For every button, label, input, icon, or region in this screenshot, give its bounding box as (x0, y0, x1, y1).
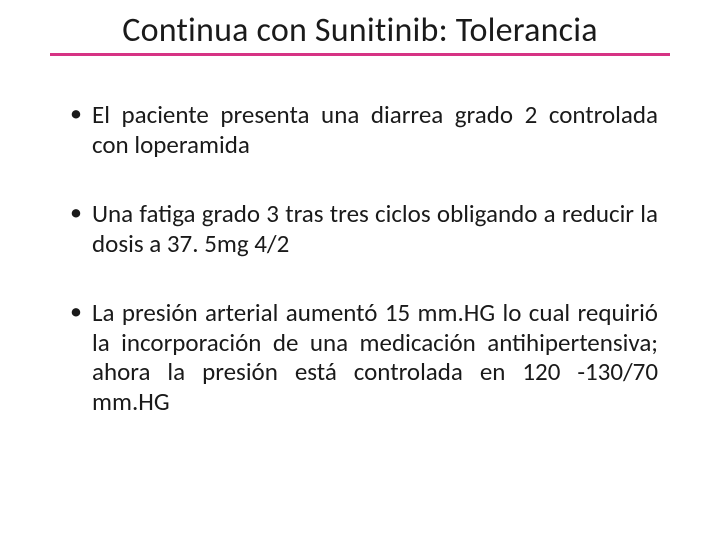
title-underline (50, 53, 670, 56)
list-item: El paciente presenta una diarrea grado 2… (68, 100, 658, 159)
list-item: Una fatiga grado 3 tras tres ciclos obli… (68, 199, 658, 258)
list-item: La presión arterial aumentó 15 mm.HG lo … (68, 298, 658, 416)
title-container: Continua con Sunitinib: Tolerancia (40, 10, 680, 62)
slide-title: Continua con Sunitinib: Tolerancia (50, 10, 670, 51)
bullet-list: El paciente presenta una diarrea grado 2… (68, 100, 658, 416)
content-area: El paciente presenta una diarrea grado 2… (40, 62, 680, 416)
slide: Continua con Sunitinib: Tolerancia El pa… (0, 0, 720, 540)
